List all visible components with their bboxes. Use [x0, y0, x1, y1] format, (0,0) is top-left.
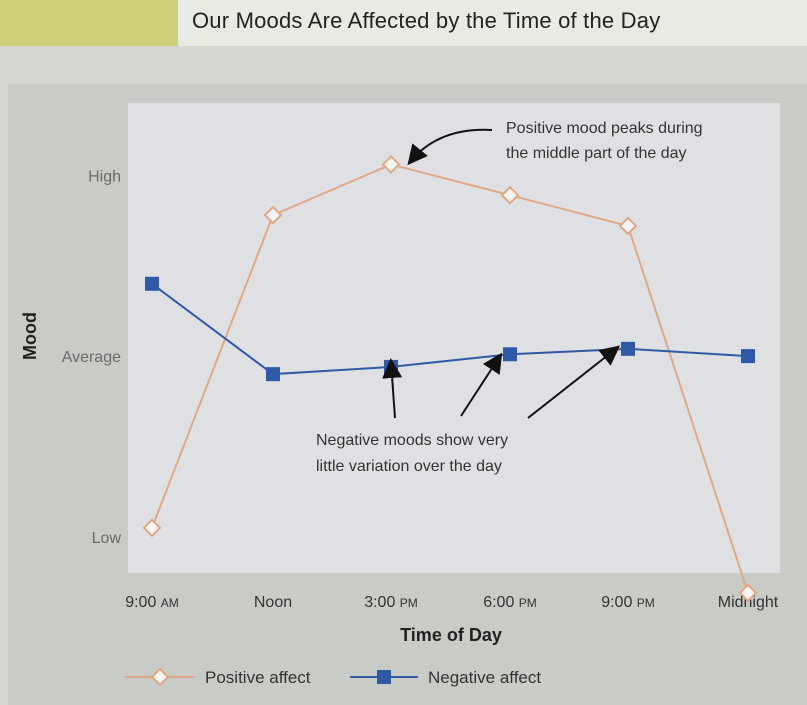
negative-affect-point	[503, 347, 517, 362]
y-tick-high: High	[88, 168, 121, 185]
x-tick-label: Midnight	[718, 594, 779, 611]
negative-affect-point	[621, 341, 635, 356]
x-tick-label: 3:00 PM	[364, 594, 418, 611]
title-band: Our Moods Are Affected by the Time of th…	[0, 0, 807, 46]
positive-affect-point	[142, 518, 162, 538]
negative-affect-point	[266, 367, 280, 382]
x-axis-title: Time of Day	[400, 625, 502, 645]
x-tick-label: 9:00 AM	[125, 594, 179, 611]
y-tick-low: Low	[92, 530, 122, 547]
annotation-negative-arrow-3	[527, 345, 621, 419]
legend: Positive affect Negative affect	[125, 667, 541, 687]
negative-affect-point	[741, 349, 755, 364]
positive-affect-point	[381, 155, 401, 174]
page-title: Our Moods Are Affected by the Time of th…	[192, 8, 661, 33]
negative-affect-point	[145, 276, 159, 291]
x-tick-label: Noon	[254, 594, 292, 611]
annotation-negative-line1: Negative moods show very	[316, 432, 508, 449]
legend-positive-label: Positive affect	[205, 668, 311, 687]
annotation-positive-line2: the middle part of the day	[506, 145, 687, 162]
legend-positive-marker	[150, 667, 170, 687]
legend-negative-marker	[377, 670, 391, 684]
x-tick-label: 6:00 PM	[483, 594, 537, 611]
annotation-negative-line2: little variation over the day	[316, 458, 502, 475]
y-tick-average: Average	[62, 349, 121, 366]
positive-affect-point	[500, 185, 520, 205]
x-tick-label: 9:00 PM	[601, 594, 655, 611]
y-axis-title: Mood	[20, 312, 40, 360]
legend-negative-label: Negative affect	[428, 668, 541, 687]
annotation-positive-arrow	[407, 128, 493, 166]
series-line-negative	[151, 282, 749, 376]
title-accent	[0, 0, 178, 46]
positive-affect-point	[618, 216, 638, 236]
series-line-positive	[151, 163, 749, 594]
annotation-positive-line1: Positive mood peaks during	[506, 120, 703, 137]
positive-affect-point	[263, 205, 283, 225]
annotation-negative-arrow-2	[460, 352, 503, 417]
positive-affect-point	[738, 583, 758, 603]
annotation-negative-arrow-1	[382, 358, 403, 419]
